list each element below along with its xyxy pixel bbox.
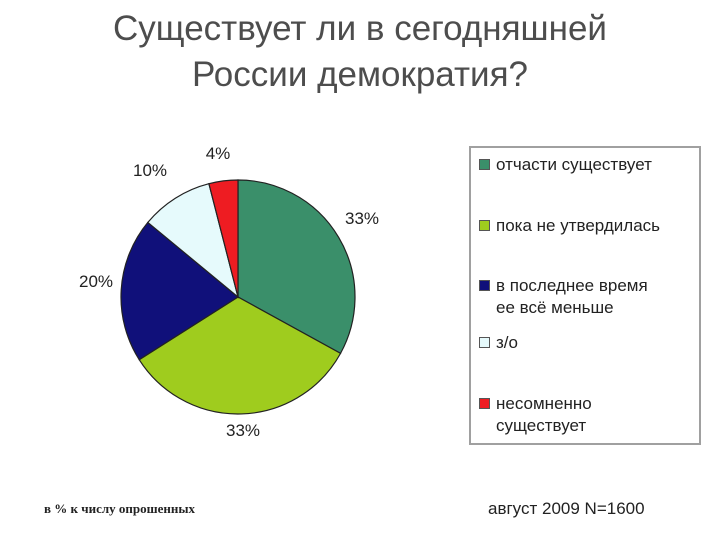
legend-swatch [479, 159, 490, 170]
data-label: 33% [226, 421, 260, 440]
chart-title: Существует ли в сегодняшней России демок… [40, 6, 680, 98]
legend-item-otchasti: отчасти существует [479, 154, 652, 176]
legend-item-poslednee: в последнее время ее всё меньше [479, 275, 648, 319]
slice-nesomnenno [208, 179, 239, 298]
footnote-units: в % к числу опрошенных [44, 501, 195, 516]
data-label: 10% [133, 161, 167, 180]
data-label: 4% [206, 144, 231, 163]
title-line-1: Существует ли в сегодняшней [113, 9, 607, 48]
data-label: 20% [79, 272, 113, 291]
legend-item-nesomnenno: несомненно существует [479, 393, 592, 437]
legend-swatch [479, 280, 490, 291]
legend: отчасти существует пока не утвердилась в… [469, 146, 701, 445]
title-line-2: России демократия? [192, 55, 528, 94]
slice-otchasti [237, 179, 356, 355]
slice-poka [138, 296, 342, 415]
footnote-date-sample: август 2009 N=1600 [488, 499, 645, 518]
legend-label: в последнее время ее всё меньше [496, 276, 648, 317]
legend-label: пока не утвердилась [496, 216, 661, 235]
legend-item-zo: з/о [479, 332, 518, 354]
data-label: 33% [345, 209, 379, 228]
legend-label: отчасти существует [496, 155, 652, 174]
legend-item-poka: пока не утвердилась [479, 215, 660, 237]
legend-swatch [479, 220, 490, 231]
slice-zo [147, 182, 240, 299]
legend-label: несомненно существует [496, 394, 592, 435]
legend-swatch [479, 398, 490, 409]
legend-label: з/о [496, 333, 518, 352]
legend-swatch [479, 337, 490, 348]
slice-poslednee [120, 221, 240, 361]
